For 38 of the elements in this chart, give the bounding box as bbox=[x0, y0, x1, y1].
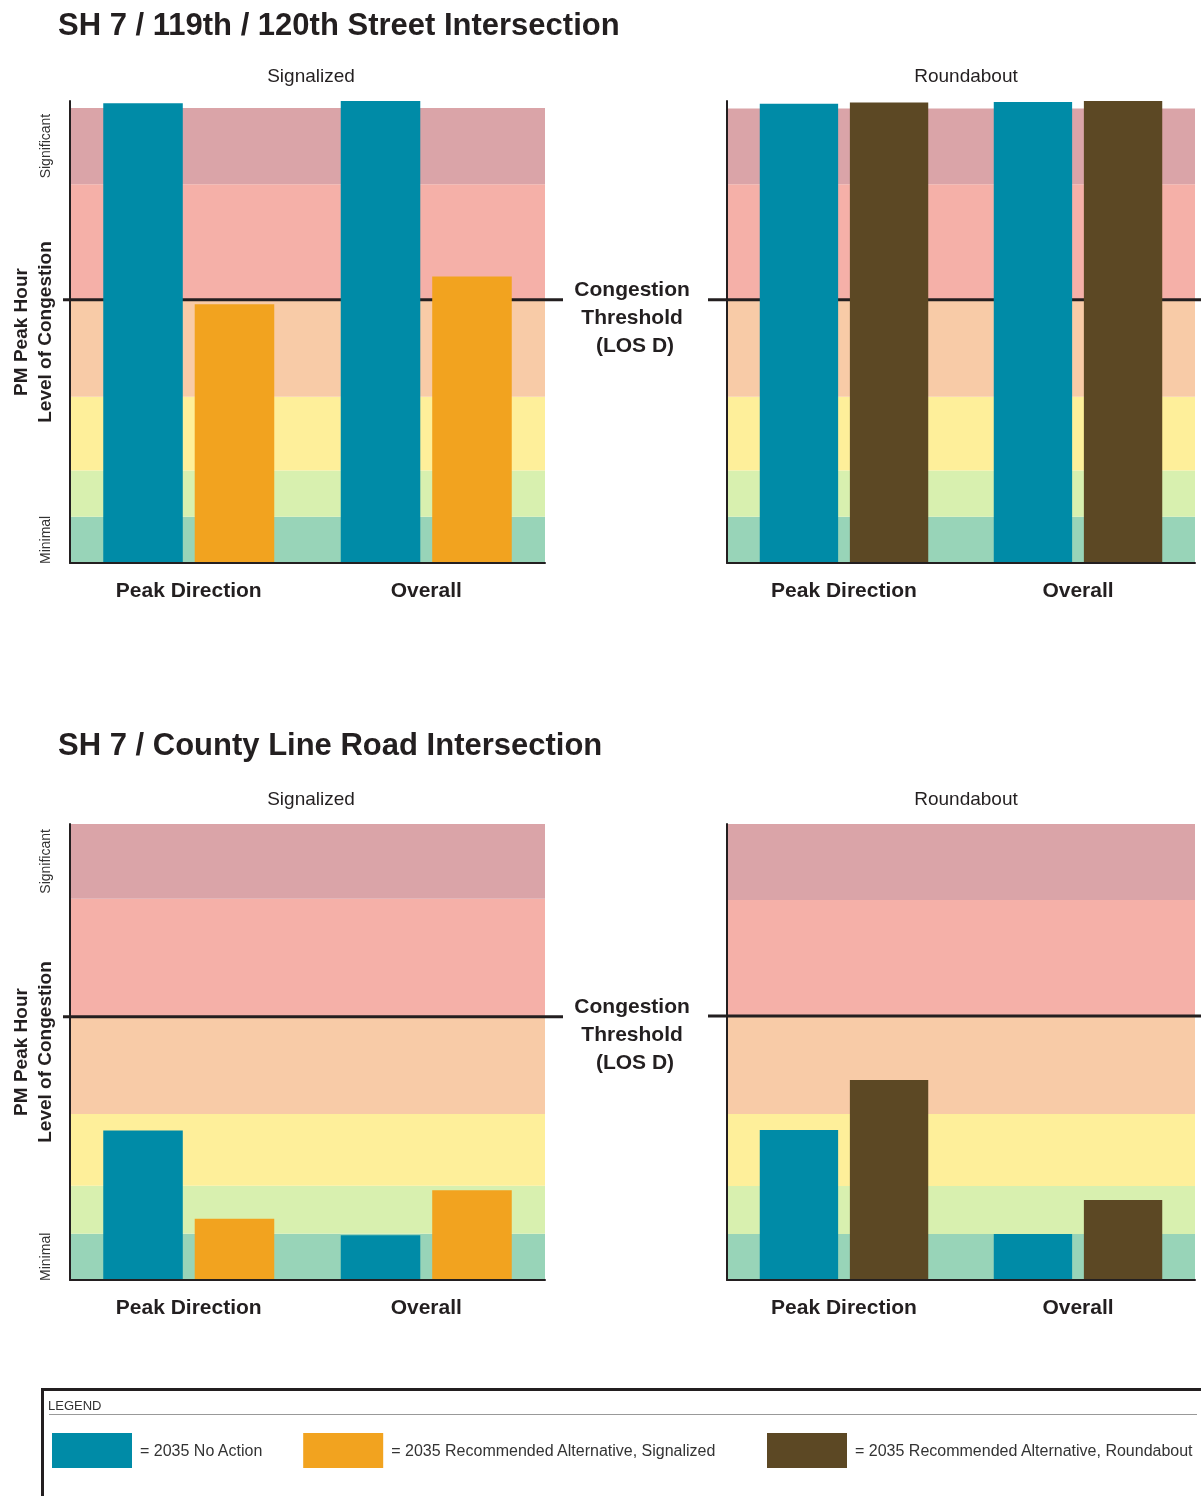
chart-title: SH 7 / 119th / 120th Street Intersection bbox=[58, 7, 620, 42]
bar bbox=[849, 1080, 929, 1280]
bar bbox=[340, 101, 421, 563]
bar bbox=[194, 304, 275, 563]
x-tick-label: Peak Direction bbox=[115, 1295, 262, 1318]
ref-line-label: Congestion Threshold (LOS D) bbox=[574, 277, 696, 357]
x-tick-label: Peak Direction bbox=[771, 1295, 917, 1318]
legend-label: = 2035 Recommended Alternative, Roundabout bbox=[855, 1442, 1194, 1459]
chart-subtitle: Signalized bbox=[267, 788, 355, 809]
bar bbox=[432, 276, 512, 563]
band-label: Minimal bbox=[37, 515, 53, 565]
x-tick-label: Overall bbox=[390, 1295, 462, 1318]
ref-line-label: Congestion Threshold (LOS D) bbox=[574, 994, 696, 1074]
legend-title: LEGEND bbox=[48, 1398, 102, 1413]
x-tick-label: Peak Direction bbox=[771, 578, 917, 601]
band-label: Significant bbox=[37, 113, 53, 179]
x-tick-label: Overall bbox=[1042, 1295, 1114, 1318]
y-axis-title: PM Peak Hour Level of Congestion bbox=[9, 961, 55, 1143]
bar bbox=[1083, 1200, 1163, 1280]
x-tick-label: Peak Direction bbox=[115, 578, 262, 601]
chart-title: SH 7 / County Line Road Intersection bbox=[58, 727, 603, 762]
chart-subtitle: Roundabout bbox=[914, 788, 1019, 809]
bar bbox=[340, 1235, 421, 1280]
x-tick-label: Overall bbox=[390, 578, 462, 601]
bar bbox=[993, 1234, 1073, 1280]
legend-label: = 2035 No Action bbox=[140, 1442, 263, 1459]
chart-subtitle: Roundabout bbox=[914, 65, 1019, 86]
bar bbox=[103, 103, 183, 563]
x-tick-label: Overall bbox=[1042, 578, 1114, 601]
bar bbox=[759, 1130, 839, 1280]
bar bbox=[194, 1218, 275, 1280]
legend-label: = 2035 Recommended Alternative, Signalized bbox=[391, 1442, 716, 1459]
band-label: Significant bbox=[37, 828, 53, 894]
bar bbox=[432, 1190, 512, 1280]
bar bbox=[103, 1130, 183, 1280]
band-label: Minimal bbox=[37, 1232, 53, 1281]
y-axis-title: PM Peak Hour Level of Congestion bbox=[9, 241, 55, 423]
chart-subtitle: Signalized bbox=[267, 65, 355, 86]
